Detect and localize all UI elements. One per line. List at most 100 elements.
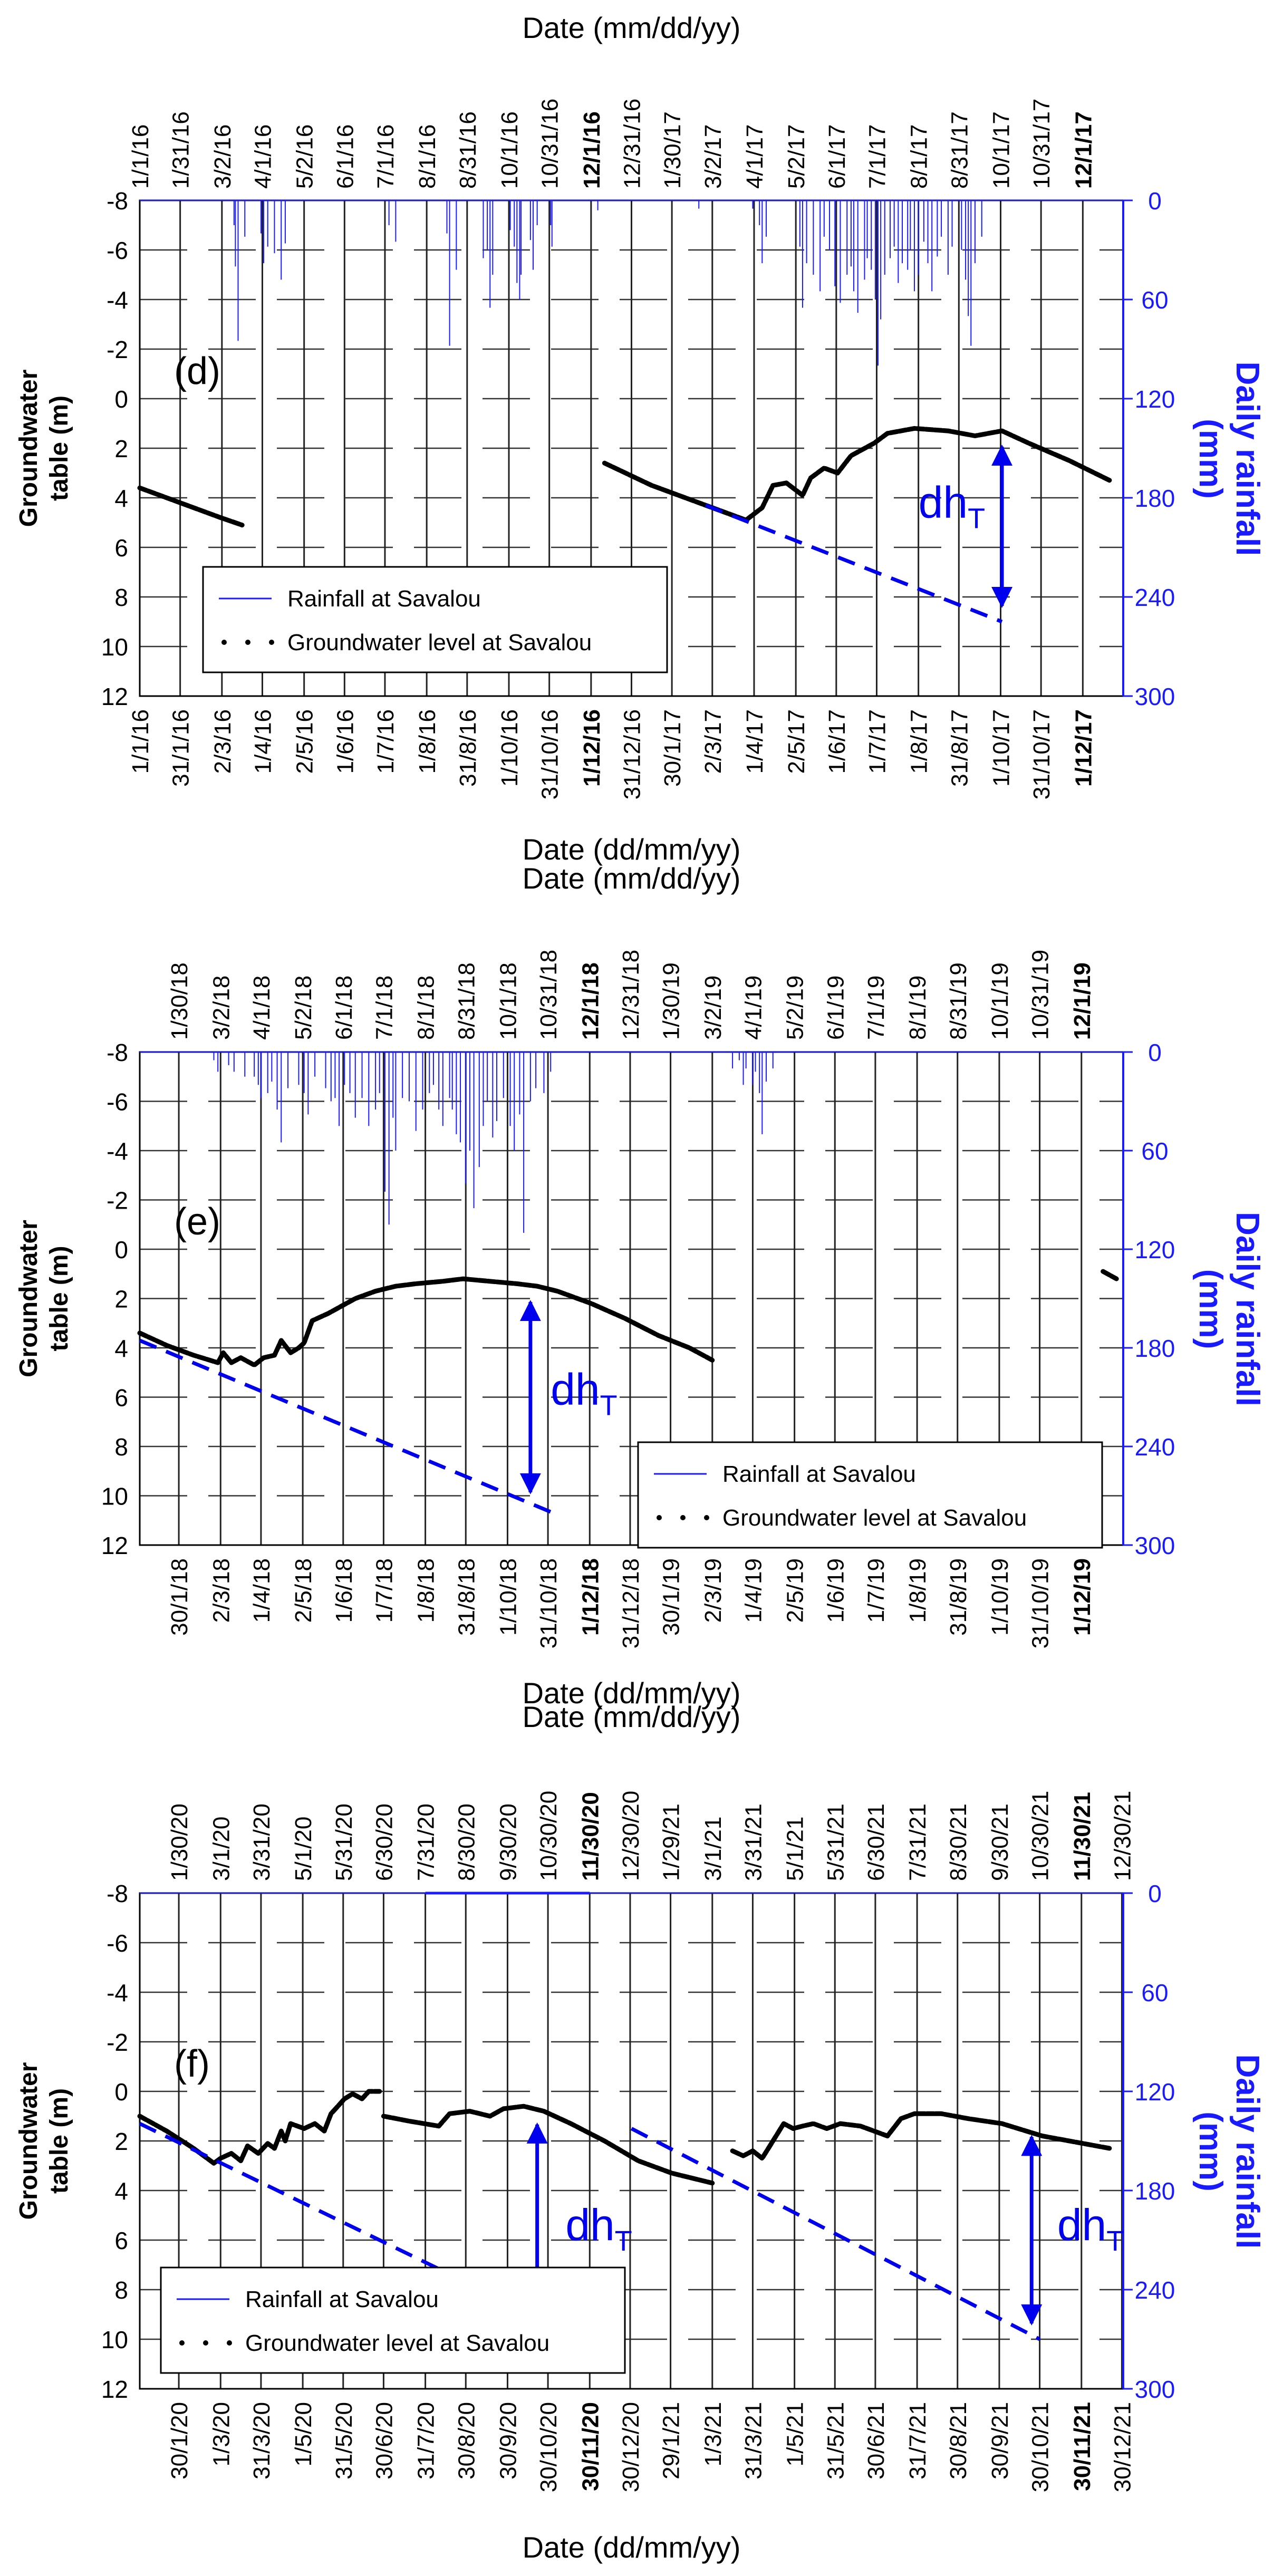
chart-panel: Date (mm/dd/yy) Date (dd/mm/yy) -8 -6 -4 -2 0 2… [15,1700,1266,2564]
top-tick-label: 6/1/17 [824,124,850,189]
bottom-tick-label: 30/6/20 [371,2402,397,2479]
bottom-tick-label: 30/12/20 [618,2402,644,2492]
bottom-tick-label: 1/7/19 [863,1558,889,1623]
top-tick-label: 6/1/18 [331,976,357,1040]
top-tick-label: 8/31/18 [454,962,479,1040]
top-tick-label: 11/30/21 [1069,1792,1095,1881]
dh-label: dhT [551,1365,617,1422]
top-tick-label: 7/31/20 [413,1803,439,1881]
y-left-tick-label: -6 [107,237,128,264]
y-left-tick-label: 12 [101,2376,128,2403]
top-tick-label: 5/2/16 [292,124,318,189]
bottom-tick-label: 30/9/21 [987,2402,1013,2479]
top-tick-label: 3/1/20 [208,1817,234,1881]
legend-groundwater-label: Groundwater level at Savalou [287,630,592,655]
y-left-tick-label: -8 [107,1039,128,1066]
bottom-tick-label: 1/10/18 [495,1558,521,1636]
bottom-tick-label: 31/10/19 [1028,1558,1054,1648]
top-tick-label: 6/30/20 [371,1803,397,1881]
y-left-tick-label: 0 [114,2078,128,2106]
bottom-tick-label: 1/12/16 [579,709,605,787]
top-tick-label: 5/1/20 [291,1817,316,1881]
top-tick-label: 3/2/16 [210,124,236,189]
top-tick-label: 5/2/17 [784,124,809,189]
recession-trend-line [139,1338,554,1515]
top-tick-label: 12/1/19 [1069,962,1095,1040]
y-left-tick-label: 12 [101,683,128,710]
bottom-tick-label: 1/4/16 [250,709,276,774]
top-tick-label: 10/30/20 [536,1791,562,1881]
y-right-tick-label: 120 [1135,385,1175,413]
groundwater-series [137,1276,715,1368]
bottom-tick-label: 1/5/21 [783,2402,808,2466]
top-tick-label: 3/1/21 [700,1817,726,1881]
y-right-tick-label: 180 [1135,1335,1175,1362]
y-right-tick-label: 60 [1141,286,1168,314]
top-tick-label: 9/30/21 [987,1803,1013,1881]
top-tick-label: 8/30/20 [454,1803,479,1881]
chart-panel: Date (mm/dd/yy) Date (dd/mm/yy) -8 -6 -4 -2 0 2… [15,862,1266,1710]
bottom-axis-title: Date (dd/mm/yy) [523,1676,741,1710]
y-left-tick-label: 2 [114,2128,128,2155]
top-tick-label: 10/1/18 [495,962,521,1040]
bottom-tick-label: 30/11/20 [577,2402,603,2491]
y-left-tick-label: 8 [114,584,128,611]
bottom-tick-label: 2/3/17 [700,709,726,774]
groundwater-series [730,2111,1112,2161]
y-right-tick-label: 300 [1135,683,1175,710]
bottom-tick-label: 31/10/18 [536,1558,562,1648]
y-left-tick-label: 10 [101,1483,128,1510]
bottom-tick-label: 1/4/18 [249,1558,275,1623]
bottom-tick-label: 1/8/16 [414,709,440,774]
top-tick-label: 12/31/16 [620,99,645,189]
y-left-tick-label: 8 [114,2276,128,2304]
panel-label: (f) [174,2043,210,2085]
bottom-axis-title: Date (dd/mm/yy) [523,2531,741,2564]
bottom-tick-label: 1/5/20 [291,2402,316,2466]
top-tick-label: 7/1/17 [864,124,890,189]
y-left-tick-label: -4 [107,1979,128,2006]
bottom-tick-label: 30/1/18 [167,1558,192,1636]
y-left-tick-label: 6 [114,2227,128,2254]
top-tick-label: 4/1/18 [249,976,275,1040]
y-right-tick-label: 180 [1135,485,1175,512]
y-left-tick-label: 6 [114,1384,128,1412]
bottom-tick-label: 1/7/17 [864,709,890,774]
bottom-tick-label: 2/3/18 [208,1558,234,1623]
bottom-tick-label: 1/8/19 [905,1558,931,1623]
y-left-tick-label: -2 [107,336,128,363]
y-right-tick-label: 0 [1148,1880,1162,1907]
bottom-tick-label: 1/10/19 [987,1558,1013,1636]
y-right-tick-label: 120 [1135,1236,1175,1263]
bottom-tick-label: 31/5/20 [331,2402,357,2479]
top-tick-label: 7/31/21 [905,1803,931,1881]
bottom-tick-label: 1/6/16 [332,709,358,774]
top-tick-label: 11/30/20 [577,1792,603,1881]
y-right-tick-label: 0 [1148,187,1162,215]
top-tick-label: 7/1/16 [373,124,399,189]
bottom-tick-label: 1/6/17 [824,709,850,774]
y-right-tick-label: 60 [1141,1137,1168,1165]
top-axis-title: Date (mm/dd/yy) [523,862,741,895]
bottom-tick-label: 2/5/19 [783,1558,808,1623]
y-right-tick-label: 300 [1135,2376,1175,2403]
top-tick-label: 12/1/17 [1070,111,1096,189]
top-tick-label: 3/31/21 [740,1803,766,1881]
top-tick-label: 5/31/20 [331,1803,357,1881]
top-tick-label: 12/30/21 [1110,1791,1135,1881]
bottom-tick-label: 1/7/18 [371,1558,397,1623]
bottom-tick-label: 2/5/16 [292,709,318,774]
bottom-axis-title: Date (dd/mm/yy) [523,833,741,866]
bottom-tick-label: 1/10/16 [497,709,523,787]
y-left-axis-label: Groundwater table (m) [15,1220,73,1377]
top-tick-label: 3/2/18 [208,976,234,1040]
bottom-tick-label: 30/11/21 [1069,2402,1095,2491]
bottom-tick-label: 30/8/20 [454,2402,479,2479]
top-tick-label: 8/1/17 [906,124,932,189]
top-tick-label: 10/31/16 [537,99,563,189]
top-tick-label: 8/1/18 [413,976,439,1040]
bottom-tick-label: 1/12/18 [577,1558,603,1636]
y-left-axis-label: Groundwater table (m) [15,370,73,527]
legend-groundwater-swatch [221,640,274,645]
y-right-tick-label: 60 [1141,1979,1168,2006]
